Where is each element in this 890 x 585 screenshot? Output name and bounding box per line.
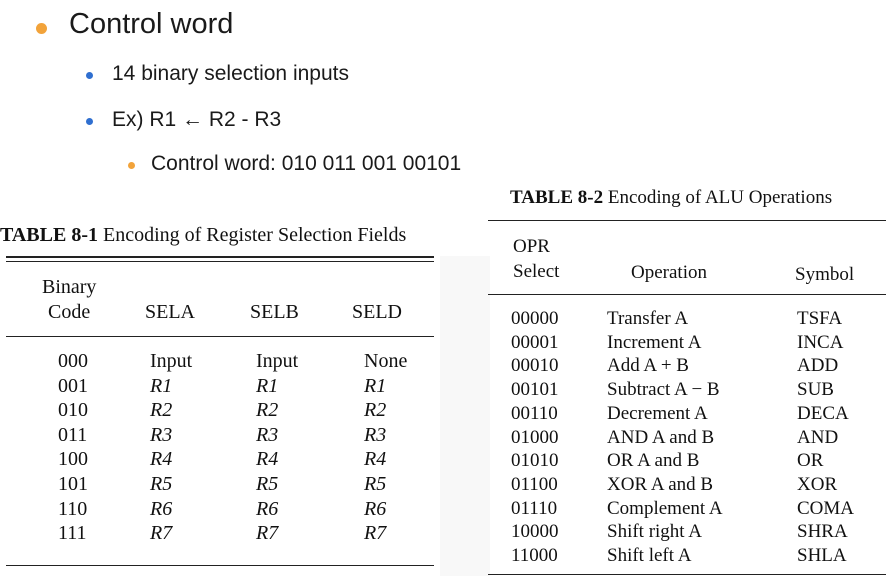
scan-shadow [440, 256, 490, 576]
table2-cell: XOR [797, 473, 838, 495]
table2-cell: AND A and B [607, 426, 715, 448]
table2-cell: ADD [797, 355, 839, 377]
table1-cell: 011 [58, 423, 88, 446]
table1-cell: R7 [364, 522, 387, 545]
table2-cell: 00101 [511, 379, 559, 401]
table1-header-sela: SELA [145, 301, 195, 323]
table1-cell: R4 [256, 448, 279, 471]
table1-cell: 001 [58, 374, 88, 397]
table1-cell: R6 [364, 497, 387, 520]
table1-cell: R1 [150, 374, 173, 397]
table1-cell: 100 [58, 448, 88, 471]
table2-cell: OR [797, 450, 824, 472]
table2-cell: Shift right A [607, 521, 703, 543]
table2-cell: TSFA [797, 308, 843, 329]
orange-bullet-icon [128, 162, 135, 169]
table2-cell: Add A + B [607, 355, 689, 377]
bullet-14-inputs: 14 binary selection inputs [112, 62, 349, 85]
table1-cell: 000 [58, 350, 88, 372]
table1-cell: R4 [150, 448, 173, 471]
table1-cell: R5 [364, 473, 387, 495]
table2-cell: AND [797, 426, 839, 448]
table2-cell: COMA [797, 497, 855, 519]
table2-header-opr: OPR [513, 236, 550, 257]
table2-cell: 11000 [511, 545, 558, 566]
table1-bottom-rule [6, 565, 434, 566]
table2-cell: Complement A [607, 497, 723, 519]
table2-cell: DECA [797, 402, 849, 424]
table1-cell: R1 [364, 374, 387, 397]
table2-cell: SUB [797, 379, 834, 401]
table2-cell: 00000 [511, 308, 559, 329]
bullet-example: Ex) R1 ← R2 - R3 [112, 108, 282, 131]
table2-cell: Decrement A [607, 402, 708, 424]
table2-cell: OR A and B [607, 450, 700, 472]
bullet-control-word: Control word [69, 8, 234, 40]
table2-cell: Shift left A [607, 545, 692, 566]
table2-bottom-rule [488, 574, 886, 575]
table2-header-operation: Operation [631, 262, 707, 283]
table2-cell: 01110 [511, 497, 558, 519]
table2-cell: 01000 [511, 426, 559, 448]
table2-cell: 00001 [511, 331, 559, 353]
table1-cell: R2 [256, 399, 279, 422]
table2-cell: SHLA [797, 545, 847, 566]
table2-cell: XOR A and B [607, 473, 714, 495]
table1-cell: R1 [256, 374, 279, 397]
table1-cell: R7 [150, 522, 173, 545]
table1-cell: R3 [364, 423, 387, 446]
table2-cell: INCA [797, 331, 844, 353]
table1-cell: 010 [58, 399, 88, 422]
table1-header-selb: SELB [250, 301, 299, 323]
table2-cell: Transfer A [607, 308, 689, 329]
table2-cell: SHRA [797, 521, 848, 543]
table1-cell: R6 [150, 497, 173, 520]
bullet-control-word-value: Control word: 010 011 001 00101 [151, 152, 462, 175]
table2-header-select: Select [513, 261, 560, 282]
table1-cell: 101 [58, 473, 88, 495]
table1-cell: R5 [150, 473, 173, 495]
orange-bullet-icon [36, 23, 47, 34]
table1-cell: Input [256, 350, 299, 372]
table2-cell: 10000 [511, 521, 559, 543]
table2-header-symbol: Symbol [795, 264, 855, 285]
table1-cell: R2 [150, 399, 173, 422]
table1-cell: R6 [256, 497, 279, 520]
table1-header-binary: Binary [42, 276, 97, 298]
table1-cell: R2 [364, 399, 387, 422]
table1-cell: None [364, 350, 408, 372]
table2-cell: 00010 [511, 355, 559, 377]
table1-cell: 110 [58, 497, 88, 520]
table2-top-rule [488, 220, 886, 221]
table1-cell: R5 [256, 473, 279, 495]
table1-cell: R4 [364, 448, 387, 471]
table1-header-rule [6, 336, 434, 337]
table2-cell: 01010 [511, 450, 559, 472]
table2-cell: 00110 [511, 402, 558, 424]
table1-header-code: Code [48, 301, 91, 323]
table1-cell: Input [150, 350, 193, 372]
table1-cell: R3 [256, 423, 279, 446]
table1-top-rule [6, 256, 434, 258]
table1-title: TABLE 8-1 Encoding of Register Selection… [0, 224, 407, 246]
table2-cell: Subtract A − B [607, 379, 720, 401]
table1-top-rule-2 [6, 261, 434, 262]
table1-header-seld: SELD [352, 301, 402, 323]
blue-bullet-icon [86, 118, 93, 125]
table2-cell: Increment A [607, 331, 702, 353]
table1-cell: 111 [58, 522, 87, 545]
table2-cell: 01100 [511, 473, 558, 495]
table2-header-rule [488, 294, 886, 295]
table2-title: TABLE 8-2 Encoding of ALU Operations [510, 187, 833, 208]
table1-cell: R3 [150, 423, 173, 446]
blue-bullet-icon [86, 72, 93, 79]
table1-cell: R7 [256, 522, 279, 545]
